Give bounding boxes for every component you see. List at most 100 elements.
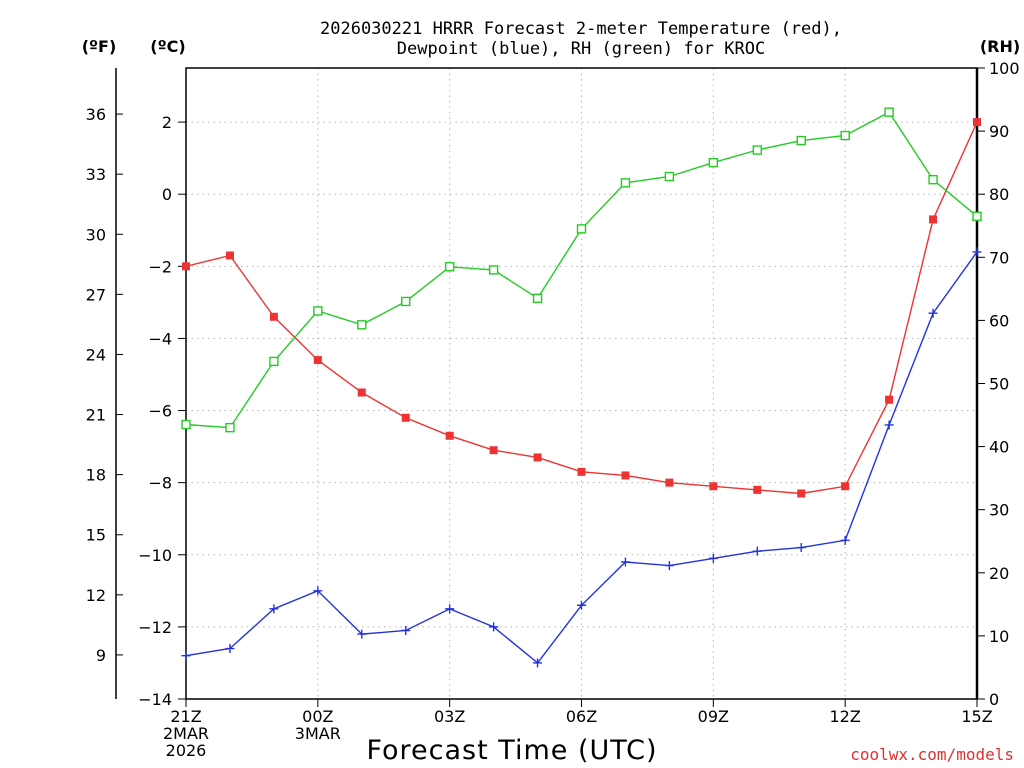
celsius-tick-label: −4 (148, 329, 172, 348)
2-meter-temperature-point (182, 262, 190, 271)
rh-point (488, 265, 499, 275)
tick-labels: 20−2−4−6−8−10−12−14363330272421181512910… (86, 59, 1020, 760)
rh-point (664, 171, 675, 182)
2-meter-temperature-point (621, 471, 630, 480)
dewpoint-point (313, 586, 323, 596)
2-meter-temperature-point (709, 482, 718, 491)
fahrenheit-tick-label: 33 (86, 165, 106, 184)
2-meter-temperature-point (533, 453, 542, 462)
dewpoint-point (796, 543, 806, 553)
2-meter-temperature-point (797, 489, 806, 498)
x-tick-label: 15Z (961, 707, 992, 726)
celsius-tick-label: −8 (148, 474, 172, 493)
celsius-tick-label: −14 (138, 690, 172, 709)
celsius-tick-label: −10 (138, 546, 172, 565)
celsius-tick-label: −6 (148, 402, 172, 421)
rh-tick-label: 90 (989, 122, 1009, 141)
rh-point (884, 107, 894, 117)
rh-tick-label: 20 (989, 564, 1009, 583)
rh-point (752, 145, 762, 155)
celsius-tick-label: 0 (162, 185, 172, 204)
data-series (181, 107, 982, 668)
chart-title: 2026030221 HRRR Forecast 2-meter Tempera… (320, 19, 842, 59)
celsius-tick-label: −12 (138, 618, 172, 637)
rh-tick-label: 60 (989, 311, 1009, 330)
fahrenheit-tick-label: 24 (86, 345, 106, 364)
2-meter-temperature-point (665, 478, 674, 487)
2-meter-temperature-point (753, 485, 762, 494)
2-meter-temperature-point (313, 356, 322, 365)
rh-point (225, 422, 235, 433)
credit-text[interactable]: coolwx.com/models (850, 745, 1014, 764)
rh-point (401, 296, 411, 307)
chart-title-line: 2026030221 HRRR Forecast 2-meter Tempera… (320, 19, 842, 39)
chart-title-line: Dewpoint (blue), RH (green) for KROC (397, 39, 765, 59)
dewpoint-point (972, 247, 982, 257)
dewpoint-point (928, 308, 938, 318)
rh-tick-label: 10 (989, 627, 1009, 646)
x-axis-label: Forecast Time (UTC) (366, 735, 657, 766)
dewpoint-point (533, 658, 543, 668)
fahrenheit-tick-label: 30 (86, 225, 106, 244)
2-meter-temperature-point (401, 413, 410, 422)
x-tick-label: 2MAR (163, 724, 209, 743)
rh-point (840, 130, 850, 141)
2-meter-temperature-point (841, 482, 850, 491)
rh-unit-label: (RH) (980, 37, 1020, 56)
dewpoint-point (840, 535, 850, 545)
x-tick-label: 3MAR (295, 724, 341, 743)
dewpoint-point (181, 651, 191, 661)
dewpoint-point (225, 644, 235, 654)
dewpoint-point (489, 622, 499, 632)
2-meter-temperature-point (357, 388, 366, 397)
dewpoint-point (708, 553, 718, 563)
fahrenheit-tick-label: 27 (86, 285, 106, 304)
rh-point (357, 320, 367, 330)
dewpoint-point (269, 604, 279, 614)
axes (115, 67, 979, 700)
fahrenheit-tick-label: 12 (86, 586, 106, 605)
dewpoint-point (401, 625, 411, 635)
rh-point (620, 178, 631, 188)
2-meter-temperature-point (929, 215, 938, 224)
dewpoint-point (357, 629, 367, 639)
dewpoint-point (664, 561, 674, 571)
rh-point (269, 356, 279, 367)
gridlines (186, 68, 977, 699)
rh-tick-label: 50 (989, 375, 1009, 394)
fahrenheit-tick-label: 36 (86, 105, 106, 124)
rh-tick-label: 0 (989, 690, 999, 709)
celsius-unit-label: (ºC) (150, 37, 185, 56)
rh-point (796, 135, 806, 146)
rh-tick-label: 70 (989, 248, 1009, 267)
rh-point (708, 157, 719, 168)
x-tick-label: 2026 (166, 741, 207, 760)
fahrenheit-unit-label: (ºF) (82, 37, 117, 56)
fahrenheit-tick-label: 9 (96, 646, 106, 665)
rh-point (181, 419, 191, 430)
fahrenheit-tick-label: 15 (86, 526, 106, 545)
x-tick-label: 21Z (170, 707, 201, 726)
rh-point (313, 306, 323, 316)
rh-point (928, 174, 938, 185)
fahrenheit-tick-label: 21 (86, 406, 106, 425)
2-meter-temperature-point (225, 251, 234, 260)
dewpoint-point (577, 600, 586, 610)
rh-tick-label: 40 (989, 438, 1009, 457)
x-tick-label: 00Z (302, 707, 333, 726)
2-meter-temperature-point (489, 446, 498, 455)
celsius-tick-label: −2 (148, 257, 172, 276)
x-tick-label: 09Z (698, 707, 729, 726)
2-meter-temperature-point (445, 431, 454, 440)
2-meter-temperature-point (577, 467, 586, 476)
2-meter-temperature-point (885, 395, 894, 404)
dewpoint-point (445, 604, 455, 614)
rh-point (444, 262, 455, 272)
x-tick-label: 12Z (830, 707, 861, 726)
2-meter-temperature-point (973, 118, 981, 127)
dewpoint-point (620, 557, 630, 567)
x-tick-label: 03Z (434, 707, 465, 726)
rh-point (532, 293, 543, 304)
rh-tick-label: 80 (989, 185, 1009, 204)
